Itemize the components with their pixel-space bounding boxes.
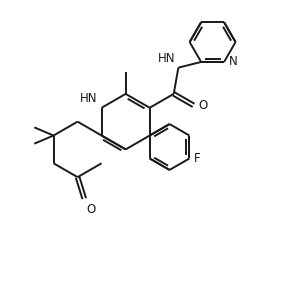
Text: F: F (194, 152, 201, 165)
Text: N: N (229, 55, 238, 68)
Text: HN: HN (158, 52, 175, 65)
Text: O: O (86, 203, 95, 216)
Text: O: O (199, 99, 208, 112)
Text: HN: HN (80, 92, 97, 105)
